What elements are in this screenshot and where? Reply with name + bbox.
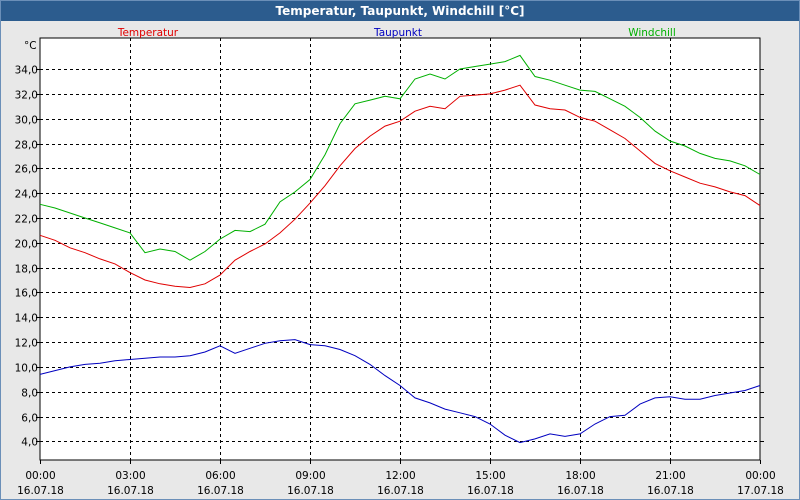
y-axis-label: °C (24, 40, 37, 52)
y-tick-label: 6,0 (21, 413, 38, 425)
y-tick-label: 32,0 (15, 90, 38, 102)
y-tick-label: 26,0 (15, 164, 38, 176)
series-lines (39, 54, 761, 444)
y-tick-label: 34,0 (15, 65, 38, 77)
y-tick-label: 30,0 (15, 115, 38, 127)
x-tick-time: 12:00 (385, 470, 415, 482)
x-tick-date: 16.07.18 (467, 485, 514, 497)
x-tick-date: 16.07.18 (107, 485, 154, 497)
series-line-windchill (39, 54, 761, 261)
series-line-taupunkt (39, 339, 761, 444)
chart-title: Temperatur, Taupunkt, Windchill [°C] (1, 1, 799, 21)
x-tick-date: 16.07.18 (647, 485, 694, 497)
legend: Temperatur Taupunkt Windchill (117, 27, 676, 39)
legend-label-taupunkt: Taupunkt (373, 27, 422, 39)
x-tick-date: 16.07.18 (557, 485, 604, 497)
x-tick-date: 16.07.18 (17, 485, 64, 497)
y-tick-label: 24,0 (15, 189, 38, 201)
x-tick-time: 00:00 (25, 470, 55, 482)
x-tick-date: 17.07.18 (737, 485, 784, 497)
x-tick-time: 21:00 (655, 470, 685, 482)
y-tick-label: 20,0 (15, 239, 38, 251)
y-tick-label: 4,0 (21, 437, 38, 449)
y-tick-label: 14,0 (15, 313, 38, 325)
y-axis-ticks: 4,0 6,0 8,0 10,0 12,0 14,0 16,0 18,0 20,0 22,0 24,… (15, 65, 764, 449)
y-tick-label: 18,0 (15, 264, 38, 276)
x-tick-date: 16.07.18 (377, 485, 424, 497)
x-tick-time: 00:00 (745, 470, 775, 482)
y-tick-label: 10,0 (15, 363, 38, 375)
y-tick-label: 8,0 (21, 388, 38, 400)
series-line-temperatur (39, 84, 761, 289)
x-tick-time: 15:00 (475, 470, 505, 482)
x-axis-ticks: 00:00 16.07.18 03:00 16.07.18 06:00 16.07.18 0… (17, 460, 784, 497)
x-tick-time: 03:00 (115, 470, 145, 482)
x-tick-time: 09:00 (295, 470, 325, 482)
y-tick-label: 22,0 (15, 214, 38, 226)
x-tick-date: 16.07.18 (197, 485, 244, 497)
x-tick-time: 06:00 (205, 470, 235, 482)
y-tick-label: 16,0 (15, 288, 38, 300)
y-tick-label: 12,0 (15, 338, 38, 350)
legend-label-windchill: Windchill (628, 27, 676, 39)
x-tick-time: 18:00 (565, 470, 595, 482)
grid-lines (40, 38, 760, 460)
y-tick-label: 28,0 (15, 140, 38, 152)
x-tick-date: 16.07.18 (287, 485, 334, 497)
legend-label-temperatur: Temperatur (117, 27, 179, 39)
